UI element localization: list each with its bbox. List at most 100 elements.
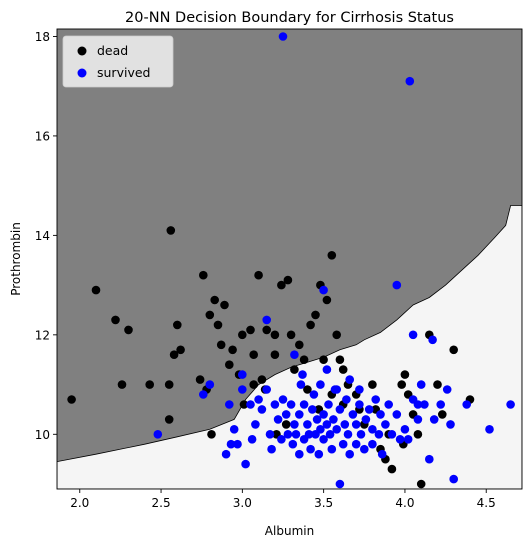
y-tick-label: 18	[35, 30, 50, 44]
point-survived	[416, 380, 426, 389]
point-survived	[226, 439, 236, 449]
y-tick-label: 16	[35, 129, 50, 143]
point-dead	[277, 280, 286, 290]
point-survived	[270, 400, 280, 409]
point-dead	[207, 430, 216, 439]
point-dead	[91, 285, 101, 295]
point-dead	[327, 251, 337, 260]
point-dead	[338, 365, 348, 374]
point-dead	[416, 479, 426, 489]
x-tick-label: 2.5	[152, 496, 171, 510]
y-tick-label: 14	[35, 229, 50, 243]
point-survived	[298, 370, 307, 379]
point-survived	[299, 400, 309, 409]
point-survived	[278, 32, 288, 41]
point-survived	[205, 380, 215, 389]
legend-box	[62, 35, 174, 88]
point-dead	[67, 395, 76, 404]
point-survived	[312, 415, 322, 424]
point-survived	[306, 444, 315, 454]
point-survived	[351, 420, 361, 429]
point-dead	[216, 340, 226, 350]
point-survived	[278, 395, 288, 404]
point-survived	[364, 405, 374, 414]
point-survived	[340, 420, 350, 429]
point-survived	[351, 439, 361, 449]
point-survived	[392, 280, 402, 290]
point-survived	[360, 444, 369, 454]
point-dead	[335, 355, 345, 365]
point-survived	[462, 400, 472, 409]
x-axis-label: Albumin	[265, 524, 314, 538]
point-survived	[283, 430, 293, 439]
point-dead	[257, 375, 267, 384]
point-dead	[433, 380, 442, 389]
point-survived	[247, 435, 257, 444]
point-survived	[343, 430, 353, 439]
point-dead	[249, 380, 258, 389]
point-survived	[296, 380, 306, 389]
point-survived	[153, 430, 163, 439]
point-survived	[348, 410, 358, 419]
point-dead	[270, 350, 280, 360]
point-dead	[332, 330, 342, 340]
point-survived	[329, 415, 338, 424]
point-dead	[173, 320, 182, 330]
point-survived	[309, 390, 319, 399]
point-survived	[332, 425, 342, 434]
point-survived	[288, 439, 298, 449]
point-survived	[428, 335, 437, 345]
point-survived	[345, 375, 355, 384]
point-dead	[111, 315, 120, 325]
point-survived	[233, 439, 242, 449]
point-survived	[368, 439, 377, 449]
point-dead	[225, 360, 234, 370]
point-survived	[413, 415, 423, 424]
point-dead	[239, 400, 249, 409]
point-survived	[355, 400, 364, 409]
point-survived	[342, 395, 351, 404]
point-dead	[169, 350, 179, 360]
point-survived	[338, 439, 348, 449]
point-dead	[199, 270, 208, 280]
point-dead	[205, 310, 215, 320]
point-survived	[273, 415, 283, 424]
point-survived	[436, 400, 446, 409]
point-survived	[281, 410, 291, 419]
point-dead	[306, 320, 315, 330]
x-axis: 2.0 2.5 3.0 3.5 4.0 4.5	[70, 489, 496, 510]
point-dead	[220, 300, 229, 310]
point-dead	[124, 325, 133, 335]
point-survived	[381, 420, 390, 429]
point-survived	[405, 76, 415, 86]
point-survived	[290, 420, 299, 429]
point-survived	[408, 330, 418, 340]
point-survived	[238, 385, 247, 394]
point-survived	[314, 449, 324, 459]
point-dead	[213, 320, 223, 330]
legend-marker-dead	[77, 46, 87, 56]
x-tick-label: 4.0	[395, 496, 414, 510]
point-survived	[361, 415, 371, 424]
point-survived	[335, 479, 345, 489]
point-survived	[241, 459, 250, 469]
point-survived	[392, 410, 402, 419]
legend-label-dead: dead	[97, 43, 128, 58]
point-dead	[303, 385, 312, 394]
point-dead	[164, 415, 174, 424]
point-dead	[254, 270, 263, 280]
y-tick-label: 10	[35, 428, 50, 442]
point-survived	[286, 400, 296, 409]
point-survived	[400, 425, 410, 434]
point-survived	[413, 400, 423, 409]
point-survived	[345, 449, 355, 459]
point-survived	[254, 395, 263, 404]
point-survived	[277, 435, 286, 444]
point-dead	[145, 380, 154, 389]
point-dead	[368, 380, 377, 389]
point-survived	[425, 454, 434, 464]
point-survived	[377, 449, 387, 459]
point-survived	[374, 430, 384, 439]
plot-frame	[56, 28, 523, 490]
point-dead	[228, 345, 237, 355]
